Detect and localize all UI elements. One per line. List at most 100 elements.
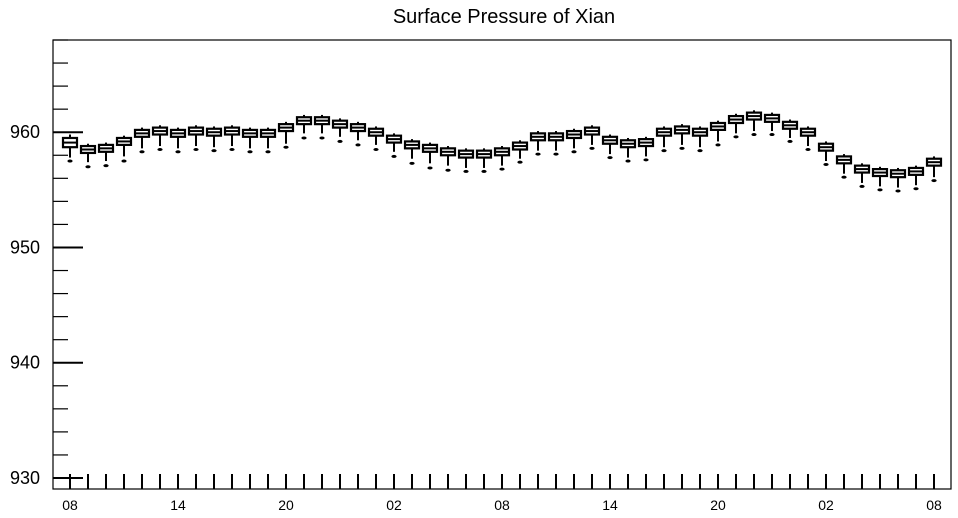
outlier-point bbox=[859, 184, 865, 188]
outlier-point bbox=[373, 148, 379, 151]
outlier-point bbox=[193, 148, 199, 151]
outlier-point bbox=[355, 143, 361, 147]
box-plot bbox=[619, 137, 637, 163]
box-plot bbox=[493, 146, 511, 171]
x-tick-label: 02 bbox=[386, 497, 402, 513]
outlier-point bbox=[409, 161, 415, 165]
outlier-point bbox=[211, 149, 217, 153]
box-plot bbox=[655, 126, 673, 153]
box-plot bbox=[511, 140, 529, 164]
box-plot bbox=[763, 112, 781, 137]
box-plot bbox=[331, 118, 349, 143]
outlier-point bbox=[571, 150, 577, 154]
box-plot bbox=[241, 127, 259, 154]
outlier-point bbox=[175, 150, 181, 154]
y-tick-label: 950 bbox=[10, 237, 40, 257]
outlier-point bbox=[319, 136, 325, 140]
box-plot bbox=[151, 125, 169, 151]
outlier-point bbox=[157, 148, 163, 151]
box-plot bbox=[259, 127, 277, 154]
box-plot bbox=[457, 148, 475, 173]
outlier-point bbox=[895, 189, 901, 193]
box-plot bbox=[367, 126, 385, 151]
box-plot bbox=[907, 165, 925, 191]
chart-title: Surface Pressure of Xian bbox=[393, 6, 615, 28]
outlier-point bbox=[751, 133, 757, 137]
outlier-point bbox=[931, 179, 937, 183]
outlier-point bbox=[877, 188, 883, 192]
x-tick-label: 20 bbox=[710, 497, 726, 513]
box-series bbox=[61, 110, 943, 193]
box-plot bbox=[313, 114, 331, 140]
outlier-point bbox=[805, 148, 811, 151]
box-plot bbox=[169, 127, 187, 154]
outlier-point bbox=[517, 160, 523, 164]
outlier-point bbox=[121, 159, 127, 163]
x-tick-label: 02 bbox=[818, 497, 834, 513]
box-plot bbox=[781, 119, 799, 143]
outlier-point bbox=[499, 167, 505, 171]
x-tick-label: 14 bbox=[602, 497, 618, 513]
y-axis: 930 940 950 960 bbox=[10, 39, 83, 488]
box-plot bbox=[601, 134, 619, 160]
outlier-point bbox=[607, 156, 613, 160]
outlier-point bbox=[769, 133, 775, 137]
box-plot bbox=[817, 141, 835, 166]
outlier-point bbox=[463, 169, 469, 173]
box-plot bbox=[637, 136, 655, 162]
box-plot bbox=[583, 125, 601, 150]
box-plot bbox=[673, 124, 691, 150]
y-tick-label: 960 bbox=[10, 122, 40, 142]
outlier-point bbox=[103, 164, 109, 168]
box-plot bbox=[835, 154, 853, 179]
x-tick-label: 08 bbox=[62, 497, 78, 513]
box-plot bbox=[205, 126, 223, 153]
outlier-point bbox=[247, 150, 253, 154]
outlier-point bbox=[481, 169, 487, 173]
box-plot bbox=[889, 167, 907, 193]
outlier-point bbox=[643, 158, 649, 162]
outlier-point bbox=[67, 159, 73, 163]
plot-frame bbox=[52, 39, 952, 490]
y-tick-label: 940 bbox=[10, 353, 40, 373]
box-plot bbox=[277, 121, 295, 149]
box-plot bbox=[475, 148, 493, 173]
box-plot bbox=[547, 131, 565, 156]
box-plot bbox=[385, 133, 403, 158]
box-plot bbox=[133, 127, 151, 154]
outlier-point bbox=[265, 150, 271, 154]
box-plot bbox=[871, 166, 889, 192]
box-plot bbox=[349, 121, 367, 147]
outlier-point bbox=[535, 152, 541, 156]
box-plot bbox=[97, 142, 115, 168]
outlier-point bbox=[679, 146, 685, 150]
box-plot bbox=[565, 128, 583, 154]
box-plot bbox=[709, 120, 727, 147]
outlier-point bbox=[589, 146, 595, 150]
outlier-point bbox=[427, 166, 433, 170]
outlier-point bbox=[823, 162, 829, 166]
box-plot bbox=[403, 139, 421, 165]
x-tick-label: 08 bbox=[494, 497, 510, 513]
box-plot bbox=[691, 126, 709, 153]
outlier-point bbox=[733, 135, 739, 139]
outlier-point bbox=[301, 136, 307, 140]
outlier-point bbox=[625, 159, 631, 163]
box-plot bbox=[745, 110, 763, 137]
outlier-point bbox=[841, 175, 847, 179]
box-plot bbox=[853, 163, 871, 188]
box-plot bbox=[439, 146, 457, 172]
outlier-point bbox=[715, 143, 721, 147]
x-tick-label: 08 bbox=[926, 497, 942, 513]
box-plot bbox=[115, 135, 133, 163]
box-plot bbox=[79, 143, 97, 169]
outlier-point bbox=[697, 149, 703, 153]
box-plot bbox=[61, 134, 79, 163]
outlier-point bbox=[139, 150, 145, 154]
outlier-point bbox=[913, 187, 919, 191]
x-tick-label: 14 bbox=[170, 497, 186, 513]
box-plot bbox=[295, 114, 313, 140]
outlier-point bbox=[445, 168, 451, 172]
